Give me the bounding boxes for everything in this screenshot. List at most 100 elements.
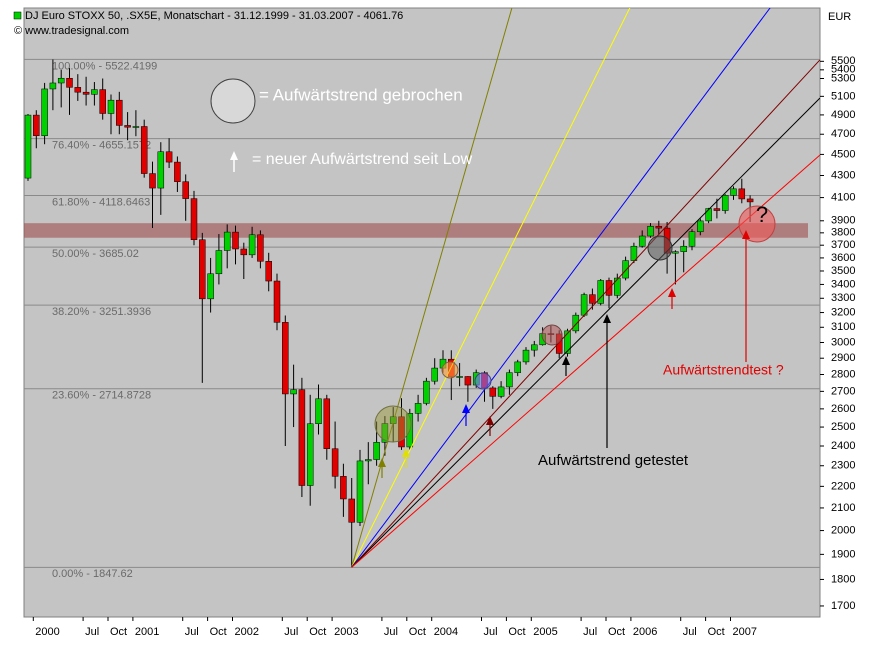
trend-line <box>351 97 820 568</box>
candle-body <box>522 349 530 363</box>
x-tick-label: Jul <box>185 626 199 638</box>
candle-body <box>315 398 322 424</box>
trend-line <box>351 8 513 568</box>
candle-body <box>705 208 712 222</box>
candle-body <box>431 367 438 382</box>
candle-body <box>356 460 364 523</box>
candle-body <box>589 294 596 304</box>
candle-body <box>464 376 472 386</box>
candle-body <box>182 181 189 199</box>
candle-body <box>207 273 214 300</box>
x-tick-label: 2007 <box>733 626 757 638</box>
x-tick-label: Jul <box>284 626 298 638</box>
y-tick-label: 2300 <box>831 460 855 472</box>
x-tick-label: Oct <box>309 626 326 638</box>
candle-body <box>248 234 256 256</box>
y-tick-label: 2000 <box>831 524 855 536</box>
candle-body <box>514 361 521 373</box>
y-tick-label: 4300 <box>831 169 855 181</box>
candle-body <box>265 261 272 282</box>
x-tick-label: Oct <box>409 626 426 638</box>
candle-body <box>506 372 513 388</box>
y-tick-label: 3000 <box>831 336 855 348</box>
candle-body <box>199 239 206 300</box>
x-tick-label: 2004 <box>434 626 458 638</box>
x-tick-label: 2005 <box>533 626 557 638</box>
chart-subtitle: © www.tradesignal.com <box>14 25 129 37</box>
candle-body <box>340 476 347 500</box>
title-icon <box>13 11 22 20</box>
candle-body <box>223 231 231 251</box>
candle-body <box>91 89 98 95</box>
y-tick-label: 5400 <box>831 64 855 76</box>
break-circle <box>647 235 673 261</box>
y-tick-label: 1800 <box>831 573 855 585</box>
candle-body <box>721 195 729 211</box>
plot-area <box>23 7 821 618</box>
y-tick-label: 4900 <box>831 109 855 121</box>
candle-body <box>323 398 331 449</box>
candle-body <box>647 226 654 237</box>
x-tick-label: Oct <box>210 626 227 638</box>
y-tick-label: 3500 <box>831 265 855 277</box>
arrows <box>378 230 750 478</box>
y-tick-label: 2700 <box>831 385 855 397</box>
candle-body <box>381 423 389 443</box>
candle-body <box>190 198 198 240</box>
fib-label: 50.00% - 3685.02 <box>52 248 139 260</box>
fib-label: 23.60% - 2714.8728 <box>52 390 151 402</box>
candle-body <box>572 314 580 332</box>
y-tick-label: 5300 <box>831 72 855 84</box>
candle-body <box>74 87 82 93</box>
annotation-text: Aufwärtstrendtest ? <box>663 362 784 378</box>
candle-body <box>597 280 604 304</box>
y-tick-label: 2800 <box>831 368 855 380</box>
candle-body <box>365 459 372 462</box>
candle-body <box>680 245 687 252</box>
candle-body <box>373 442 380 460</box>
y-tick-label: 4700 <box>831 128 855 140</box>
y-tick-label: 3800 <box>831 227 855 239</box>
x-tick-label: Jul <box>583 626 597 638</box>
legend-text: = Aufwärtstrend gebrochen <box>259 85 463 104</box>
test-circle <box>738 205 776 243</box>
candle-body <box>107 99 115 114</box>
candle-body <box>132 126 140 128</box>
y-tick-label: 2900 <box>831 352 855 364</box>
fib-label: 76.40% - 4655.1572 <box>52 140 151 152</box>
fib-label: 100.00% - 5522.4199 <box>52 60 157 72</box>
candle-body <box>630 245 638 261</box>
y-tick-label: 2400 <box>831 440 855 452</box>
candle-body <box>713 208 721 211</box>
y-tick-label: 4100 <box>831 191 855 203</box>
candle-body <box>738 188 746 200</box>
candle-body <box>290 389 297 395</box>
fib-label: 38.20% - 3251.3936 <box>52 306 151 318</box>
break-circle <box>374 405 412 443</box>
candle-body <box>348 498 355 523</box>
candle-body <box>398 416 405 448</box>
candle-body <box>99 89 106 114</box>
candle-body <box>746 198 754 203</box>
candle-body <box>306 423 314 486</box>
y-tick-label: 3600 <box>831 252 855 264</box>
candle-body <box>57 77 65 84</box>
legend-circle <box>210 78 256 124</box>
candle-body <box>165 151 173 163</box>
y-tick-label: 3300 <box>831 292 855 304</box>
y-tick-label: 3700 <box>831 239 855 251</box>
candle-body <box>456 376 463 378</box>
y-tick-label: 2200 <box>831 480 855 492</box>
candle-body <box>240 248 248 256</box>
candle-body <box>622 260 629 279</box>
candle-body <box>174 161 181 182</box>
candle-body <box>215 250 223 275</box>
candle-body <box>655 226 663 229</box>
break-circle <box>441 361 459 379</box>
annotation-text: Aufwärtstrend getestet <box>538 452 689 469</box>
candle-body <box>24 114 32 179</box>
candle-body <box>257 234 264 262</box>
resistance-band <box>24 223 808 238</box>
x-tick-label: Oct <box>508 626 525 638</box>
